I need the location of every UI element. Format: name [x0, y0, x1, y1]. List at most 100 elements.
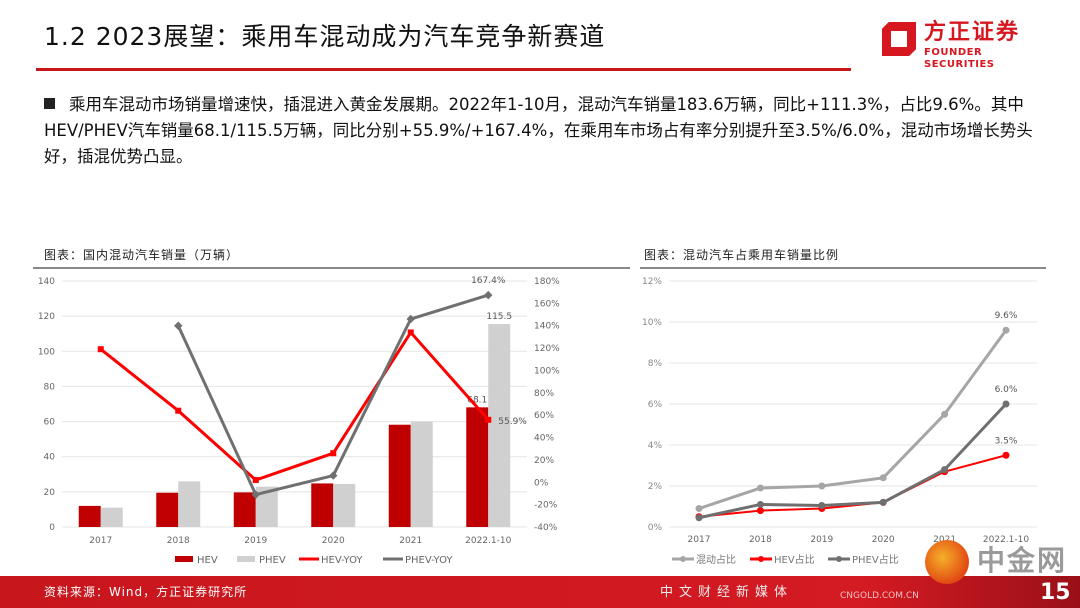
legend-marker: [836, 556, 842, 562]
legend-swatch: [237, 556, 255, 562]
chart2-divider: [640, 267, 1046, 269]
watermark-url: CNGOLD.COM.CN: [840, 591, 919, 601]
marker: [1002, 451, 1010, 459]
marker: [879, 498, 887, 506]
bar-phev: [333, 483, 356, 527]
bar-phev: [178, 481, 201, 527]
bar-hev: [233, 492, 256, 527]
x-tick-label: 2020: [322, 536, 345, 546]
data-label: 55.9%: [498, 417, 527, 427]
bar-phev: [488, 324, 511, 527]
watermark-name: 中金网: [977, 544, 1068, 577]
marker: [175, 407, 182, 414]
y-tick-label: 12%: [642, 277, 662, 287]
y2-tick-label: 40%: [534, 434, 554, 444]
y-tick-label: 140: [38, 277, 55, 287]
data-label: 167.4%: [471, 276, 506, 286]
legend-label: HEV: [197, 555, 218, 566]
y-tick-label: 100: [38, 347, 55, 357]
line-series: [698, 402, 1008, 520]
bar-hev: [311, 483, 334, 527]
marker: [484, 290, 493, 300]
x-tick-label: 2017: [688, 535, 711, 545]
watermark-slogan: 中文财经新媒体: [660, 585, 794, 600]
legend-swatch: [175, 556, 193, 562]
founder-securities-logo: 方正证券 FOUNDER SECURITIES: [882, 20, 1052, 70]
bar-phev: [100, 507, 123, 527]
marker: [818, 482, 826, 490]
y2-tick-label: -40%: [534, 523, 558, 533]
bar-hev: [466, 407, 489, 527]
data-label: 9.6%: [995, 311, 1018, 321]
bar-phev: [255, 486, 278, 527]
x-tick-label: 2020: [872, 535, 895, 545]
marker: [879, 474, 887, 482]
data-label: 115.5: [486, 312, 512, 322]
marker: [941, 466, 949, 474]
y2-tick-label: 160%: [534, 299, 560, 309]
y-tick-label: 6%: [648, 400, 663, 410]
y-tick-label: 2%: [648, 482, 663, 492]
x-tick-label: 2019: [244, 536, 267, 546]
marker: [330, 450, 337, 457]
bar-hev: [78, 505, 101, 527]
chart2-title: 图表：混动汽车占乘用车销量比例: [644, 248, 840, 262]
logo-cn: 方正证券: [924, 20, 1021, 45]
chart1-title: 图表：国内混动汽车销量（万辆）: [44, 248, 240, 262]
marker: [695, 514, 703, 522]
legend-label: 混动占比: [696, 553, 736, 566]
marker: [756, 484, 764, 492]
y2-tick-label: 180%: [534, 277, 560, 287]
marker: [251, 490, 260, 499]
data-label: 3.5%: [995, 436, 1018, 446]
line-series: [698, 454, 1007, 518]
marker: [756, 507, 764, 515]
footer-band: [0, 576, 1080, 608]
summary-bullet: 乘用车混动市场销量增速快，插混进入黄金发展期。2022年1-10月，混动汽车销量…: [44, 92, 1044, 170]
y-tick-label: 8%: [648, 359, 663, 369]
marker: [252, 477, 259, 484]
x-tick-label: 2018: [167, 536, 190, 546]
y-tick-label: 20: [44, 488, 56, 498]
y-tick-label: 120: [38, 312, 55, 322]
legend-marker: [758, 556, 764, 562]
marker: [1002, 326, 1010, 334]
page-number: 15: [1040, 580, 1071, 605]
marker: [756, 500, 764, 508]
bar-phev: [410, 421, 433, 527]
y-tick-label: 60: [44, 418, 56, 428]
marker: [941, 410, 949, 418]
x-tick-label: 2017: [89, 536, 112, 546]
legend-label: HEV-YOY: [321, 555, 363, 566]
marker: [695, 505, 703, 513]
watermark-logo-icon: [925, 540, 969, 584]
y-tick-label: 80: [44, 382, 56, 392]
logo-en: FOUNDER SECURITIES: [924, 47, 995, 70]
y2-tick-label: 80%: [534, 389, 554, 399]
y2-tick-label: 140%: [534, 322, 560, 332]
chart1-divider: [33, 267, 630, 269]
legend-label: PHEV占比: [852, 553, 899, 566]
legend-marker: [680, 556, 686, 562]
summary-text: 乘用车混动市场销量增速快，插混进入黄金发展期。2022年1-10月，混动汽车销量…: [44, 95, 1033, 166]
logo-mark-icon: [882, 22, 916, 56]
marker: [97, 346, 104, 353]
bullet-square-icon: [44, 98, 55, 109]
marker: [407, 329, 414, 336]
marker: [818, 501, 826, 509]
y-tick-label: 0: [49, 523, 55, 533]
marker: [485, 416, 492, 423]
y2-tick-label: 60%: [534, 411, 554, 421]
x-tick-label: 2019: [810, 535, 833, 545]
x-tick-label: 2022.1-10: [465, 536, 511, 546]
legend-label: HEV占比: [774, 553, 815, 566]
source-note: 资料来源：Wind，方正证券研究所: [44, 585, 248, 599]
x-tick-label: 2018: [749, 535, 772, 545]
line-series: [698, 329, 1008, 510]
line-phev-yoy: [176, 293, 489, 497]
title-divider: [36, 68, 851, 71]
y2-tick-label: 100%: [534, 366, 560, 376]
marker: [174, 321, 183, 330]
y2-tick-label: 0%: [534, 478, 549, 488]
